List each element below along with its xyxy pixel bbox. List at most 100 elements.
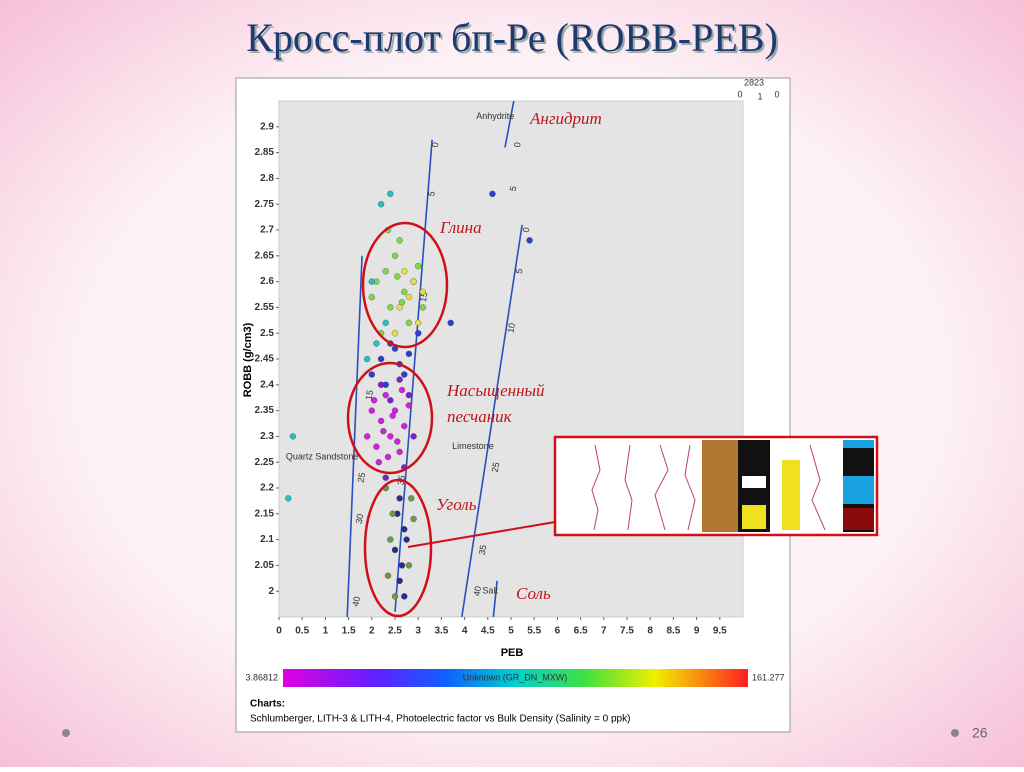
y-tick-label: 2.2 (260, 483, 274, 494)
point (391, 593, 399, 600)
line-label: Limestone (452, 441, 494, 451)
point (403, 536, 410, 543)
point (377, 355, 385, 363)
arrow (407, 521, 556, 548)
y-tick-label: 2.05 (255, 560, 275, 571)
point (387, 397, 394, 404)
porosity-label: 0 (430, 141, 441, 148)
point (370, 397, 378, 404)
point (419, 304, 426, 311)
point (415, 262, 422, 270)
point (368, 371, 375, 378)
porosity-label: 5 (426, 190, 437, 197)
inset-track (782, 460, 800, 530)
x-tick-label: 3.5 (434, 626, 448, 637)
log-inset (553, 435, 879, 537)
x-tick-label: 2.5 (388, 626, 402, 637)
x-tick-label: 7 (601, 626, 607, 637)
annotation: Соль (516, 584, 551, 603)
ellipse (361, 221, 449, 349)
point (380, 428, 387, 435)
x-tick-label: 5.5 (527, 626, 541, 637)
point (396, 237, 403, 244)
point (396, 304, 403, 311)
point (384, 572, 392, 579)
point (382, 319, 389, 327)
point (285, 495, 292, 502)
point (405, 293, 413, 301)
point (405, 391, 413, 399)
point (377, 381, 385, 388)
y-tick-label: 2.6 (260, 276, 274, 287)
y-tick-label: 2.7 (260, 225, 274, 236)
corner-label: 1 (757, 91, 762, 101)
x-tick-label: 6.5 (574, 626, 588, 637)
inset-track (843, 476, 874, 504)
x-tick-label: 1.5 (342, 626, 356, 637)
colorbar-label: Unknown (GR_DN_MXW) (463, 672, 568, 682)
point (405, 350, 413, 357)
x-tick-label: 8.5 (666, 626, 680, 637)
point (373, 340, 380, 347)
y-tick-label: 2.4 (260, 379, 274, 390)
y-tick-label: 2.8 (260, 173, 274, 184)
point (401, 526, 408, 533)
point (405, 319, 413, 327)
x-tick-label: 5 (508, 626, 514, 637)
annotation-ellipses (346, 221, 449, 618)
point (398, 299, 406, 306)
x-tick-label: 9 (694, 626, 700, 637)
y-tick-label: 2.65 (255, 250, 275, 261)
y-tick-label: 2.35 (255, 405, 275, 416)
point (415, 330, 422, 337)
title-shadow: Кросс-плот бп-Ре (ROBB-PEB) (248, 17, 780, 62)
point (368, 293, 375, 301)
x-tick-label: 9.5 (713, 626, 727, 637)
annotation: Глина (439, 218, 482, 237)
x-tick-label: 4 (462, 626, 468, 637)
reference-line (504, 100, 515, 148)
y-axis-title: ROBB (g/cm3) (242, 322, 254, 397)
point (408, 495, 415, 502)
inset-track (742, 476, 766, 488)
point (391, 330, 399, 337)
colorbar-min: 3.86812 (245, 672, 278, 682)
porosity-label: 5 (514, 268, 525, 275)
ellipse (363, 478, 433, 618)
point (410, 515, 417, 523)
porosity-label: 0 (512, 141, 523, 148)
point (401, 268, 408, 275)
reference-line (461, 224, 523, 618)
x-tick-label: 7.5 (620, 626, 634, 637)
point (526, 237, 533, 244)
x-tick-label: 4.5 (481, 626, 495, 637)
point (405, 402, 413, 409)
point (391, 252, 399, 259)
point (419, 288, 426, 296)
y-tick-label: 2.45 (255, 354, 275, 365)
x-tick-label: 0 (276, 626, 282, 637)
point (368, 407, 375, 414)
porosity-label: 15 (364, 389, 376, 401)
y-tick-label: 2 (268, 586, 274, 597)
ellipse (346, 361, 434, 475)
plot-area (278, 100, 744, 618)
x-tick-label: 2 (369, 626, 375, 637)
porosity-label: 40 (351, 596, 363, 608)
point (410, 433, 417, 440)
y-tick-label: 2.1 (260, 534, 274, 545)
reference-line (394, 139, 433, 612)
line-label: Anhydrite (476, 111, 514, 121)
point (289, 433, 297, 440)
y-tick-label: 2.55 (255, 302, 275, 313)
point (364, 433, 371, 440)
point (394, 273, 401, 280)
y-tick-label: 2.3 (260, 431, 274, 442)
point (405, 562, 413, 569)
annotation: Ангидрит (529, 109, 602, 128)
y-tick-label: 2.5 (260, 328, 274, 339)
point (394, 438, 401, 445)
point (387, 304, 394, 311)
